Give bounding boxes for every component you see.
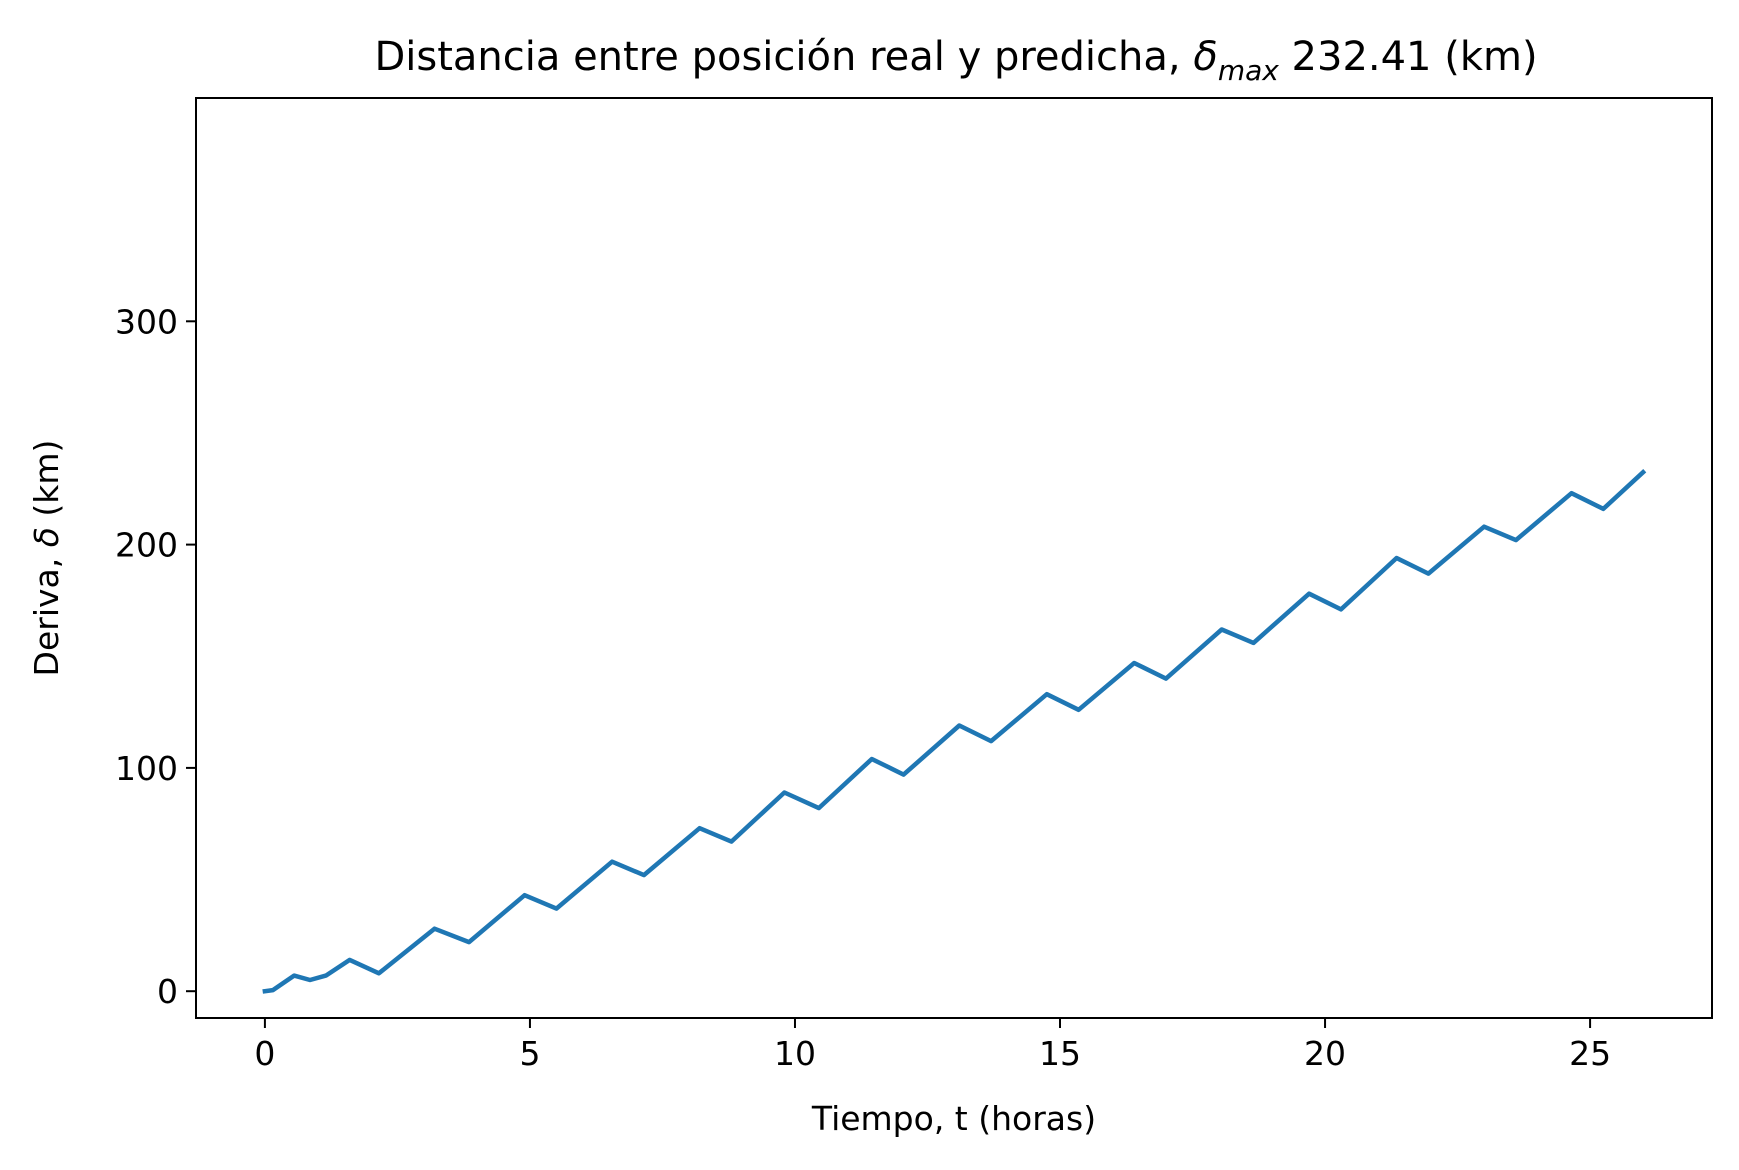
x-axis-ticks: 0 5 10 15 20 25 (254, 1018, 1611, 1073)
y-tick-label: 100 (115, 749, 178, 788)
x-tick-label: 5 (519, 1034, 540, 1073)
x-tick-label: 0 (254, 1034, 275, 1073)
x-tick-label: 10 (774, 1034, 816, 1073)
x-tick-label: 20 (1304, 1034, 1346, 1073)
x-tick-label: 15 (1039, 1034, 1081, 1073)
y-tick-label: 300 (115, 302, 178, 341)
plot-frame (195, 97, 1713, 1019)
y-tick-label: 200 (115, 526, 178, 565)
x-tick-label: 25 (1569, 1034, 1611, 1073)
y-axis-label-suffix: (km) (27, 440, 66, 528)
series-line-drift (262, 469, 1647, 994)
y-axis-label-prefix: Deriva, (27, 547, 66, 676)
chart-title-subscript: max (1218, 54, 1279, 87)
chart-title: Distancia entre posición real y predicha… (374, 34, 1537, 87)
chart-title-symbol: δ (1193, 34, 1217, 80)
chart-title-prefix: Distancia entre posición real y predicha… (374, 34, 1193, 80)
x-axis-label: Tiempo, t (horas) (811, 1099, 1096, 1138)
y-axis-label: Deriva, δ (km) (27, 440, 66, 677)
chart-title-suffix: 232.41 (km) (1279, 34, 1538, 80)
y-axis-label-symbol: δ (27, 527, 66, 547)
y-axis-ticks: 0 100 200 300 (115, 302, 196, 1011)
plot-area (195, 97, 1713, 1019)
y-tick-label: 0 (157, 972, 178, 1011)
